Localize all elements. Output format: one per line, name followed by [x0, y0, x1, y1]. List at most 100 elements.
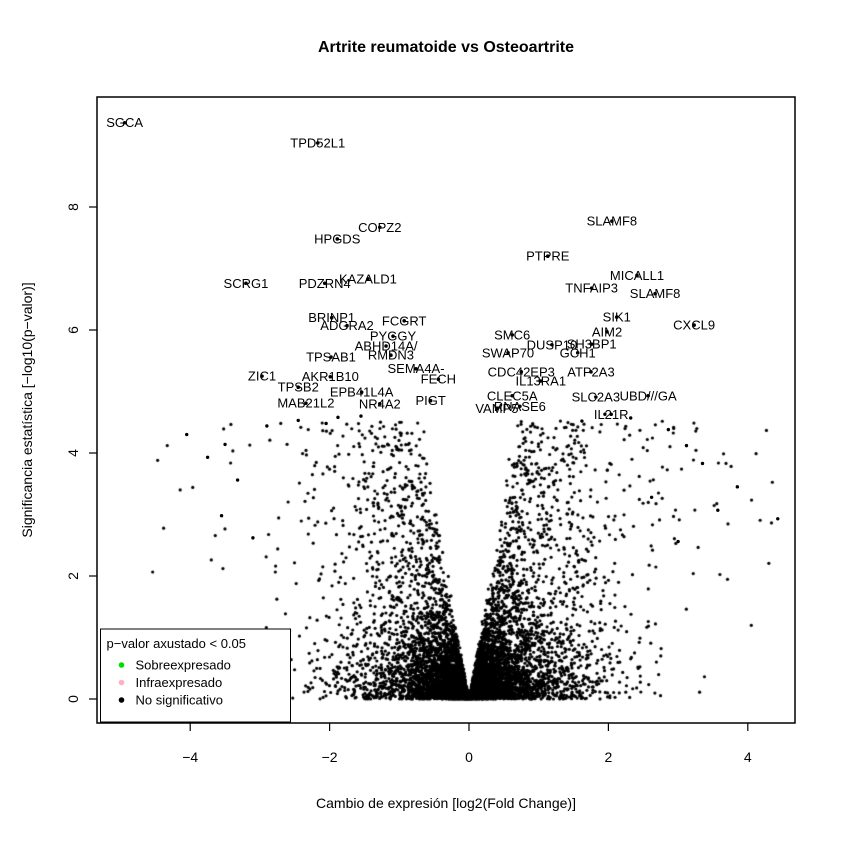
y-tick-label: 6 [65, 326, 81, 334]
gene-label: BRINP1 [308, 310, 355, 325]
scatter-point [205, 455, 210, 460]
scatter-point [359, 414, 363, 418]
gene-point [589, 370, 593, 374]
gene-point [402, 318, 406, 323]
x-tick-label: 0 [465, 749, 473, 765]
gene-point [518, 404, 522, 409]
legend-box [100, 628, 291, 723]
gene-point [610, 219, 614, 223]
gene-label: SCRG1 [224, 276, 269, 291]
gene-point [646, 394, 650, 398]
gene-point [389, 353, 393, 358]
gene-label: CXCL9 [673, 318, 715, 333]
gene-label: FECH [421, 372, 456, 387]
gene-point [550, 342, 554, 347]
x-tick-label: −2 [322, 749, 338, 765]
gene-label: DUSP10 [527, 337, 578, 352]
gene-point [329, 355, 333, 359]
gene-point [384, 344, 388, 348]
gene-point [414, 366, 418, 371]
gene-label: MAB21L2 [277, 396, 334, 411]
gene-label: PTPRE [526, 249, 570, 264]
scatter-point [580, 419, 584, 423]
scatter-point [666, 427, 671, 432]
gene-label: TPSB2 [278, 380, 319, 395]
scatter-point [684, 443, 689, 448]
gene-label: CDC42EP3 [488, 364, 555, 379]
gene-point [377, 402, 382, 406]
scatter-point [776, 517, 780, 521]
gene-point [538, 379, 543, 383]
gene-point [519, 370, 524, 374]
axis-ticks: −4 −2 0 2 4 0 2 4 6 8 [65, 203, 752, 765]
gene-point [359, 390, 364, 394]
gene-label: GCH1 [560, 345, 596, 360]
gene-point [609, 412, 613, 417]
gene-label: AIM2 [592, 324, 622, 339]
gene-label: RNASE6 [494, 399, 546, 414]
scatter-point [676, 539, 680, 544]
gene-point [605, 330, 609, 334]
legend-items: Sobreexpresado Infraexpresado No significa… [118, 658, 231, 708]
legend-swatch-down [118, 679, 125, 686]
legend-swatch-ns [118, 697, 125, 703]
legend: p−valor axustado < 0.05 Sobreexpresado In… [100, 628, 291, 723]
gene-label: TPD52L1 [290, 136, 345, 151]
gene-label: SLAMF8 [630, 286, 681, 301]
scatter-point [265, 424, 269, 428]
gene-label: VAMP5 [475, 401, 518, 416]
scatter-point [336, 415, 340, 420]
gene-label: SWAP70 [482, 345, 534, 360]
scatter-point [235, 478, 240, 482]
gene-point [506, 350, 510, 355]
legend-item-label: Infraexpresado [136, 675, 223, 690]
gene-label: SMC6 [494, 327, 530, 342]
gene-point [510, 394, 515, 398]
y-tick-label: 4 [65, 449, 81, 457]
gene-label: SIK1 [603, 310, 631, 325]
gene-point [315, 141, 320, 145]
legend-item-label: No significativo [136, 693, 223, 708]
gene-label: NR4A2 [359, 396, 401, 411]
gene-label: CLEC5A [487, 388, 538, 403]
scatter-point [296, 418, 300, 423]
gene-point [335, 237, 340, 241]
gene-point [545, 254, 550, 258]
gene-point [366, 277, 370, 281]
scatter-point [603, 412, 607, 416]
x-tick-label: 2 [605, 749, 613, 765]
gene-label: SLC2A3 [572, 390, 620, 405]
plot-border [96, 96, 796, 724]
gene-label: RMDN3 [368, 348, 414, 363]
gene-point [495, 406, 499, 411]
gene-label: IL13RA1 [515, 374, 566, 389]
scatter-point [735, 485, 740, 489]
gene-point [692, 323, 696, 327]
gene-label: EPB41L4A [330, 385, 394, 400]
gene-label: KAZALD1 [339, 271, 397, 286]
gene-point [428, 398, 433, 403]
gene-point [260, 374, 264, 378]
gene-point [510, 333, 515, 337]
y-tick-label: 0 [65, 695, 81, 703]
gene-label: PIGT [415, 393, 445, 408]
scatter-point [185, 432, 189, 437]
gene-label: ZIC1 [248, 369, 276, 384]
gene-label: ATP2A3 [567, 364, 614, 379]
legend-title: p−valor axustado < 0.05 [107, 636, 247, 651]
gene-point [377, 225, 382, 230]
gene-point [589, 342, 594, 346]
gene-label: SLAMF8 [587, 214, 638, 229]
gene-label: ADGRA2 [320, 318, 373, 333]
scatter-point [649, 495, 654, 499]
gene-label: SH3BP1 [567, 337, 617, 352]
x-tick-label: −4 [182, 749, 198, 765]
gene-point [653, 291, 657, 296]
gene-label: PYGGY [370, 329, 417, 344]
gene-point [614, 315, 619, 319]
gene-label: AKR1B10 [302, 369, 359, 384]
gene-label: PDZRN4 [299, 276, 351, 291]
